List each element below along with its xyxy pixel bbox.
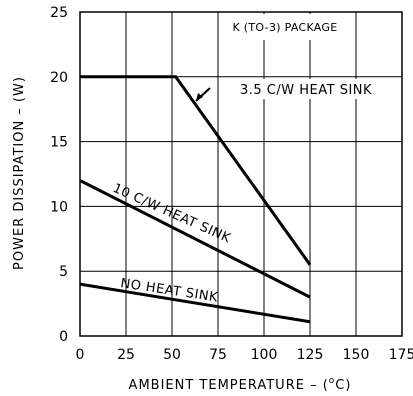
- x-tick-label: 50: [163, 347, 181, 363]
- series-label-3-5: 3.5 C/W HEAT SINK: [240, 83, 372, 98]
- x-tick-label: 100: [251, 347, 278, 363]
- series-line-1: [79, 179, 311, 299]
- x-tick-labels: 0 25 50 75 100 125 150 175: [76, 347, 413, 363]
- x-tick-label: 150: [343, 347, 370, 363]
- x-tick-label: 175: [389, 347, 413, 363]
- plot-border: [79, 11, 403, 337]
- y-axis-title: POWER DISSIPATION – (W): [12, 76, 27, 270]
- leader-arrowhead: [196, 93, 203, 101]
- x-tick-label: 125: [297, 347, 324, 363]
- y-tick-labels: 0 5 10 15 20 25: [50, 5, 68, 345]
- y-tick-label: 0: [59, 329, 68, 345]
- series-line-2: [79, 282, 311, 324]
- y-tick-label: 25: [50, 5, 68, 21]
- x-tick-label: 75: [209, 347, 227, 363]
- y-tick-label: 5: [59, 264, 68, 280]
- series-lines: [79, 75, 312, 324]
- annotation-box: [219, 14, 351, 40]
- x-axis-title: AMBIENT TEMPERATURE – (oC): [129, 376, 352, 393]
- y-tick-label: 15: [50, 135, 68, 151]
- series-line-0: [80, 75, 312, 266]
- series-label-none: NO HEAT SINK: [119, 276, 219, 305]
- plot-frame: [79, 11, 403, 337]
- y-tick-label: 10: [50, 199, 68, 215]
- label-bg-3-5: [232, 79, 398, 99]
- package-annotation: K (TO-3) PACKAGE: [232, 21, 337, 34]
- x-tick-label: 0: [76, 347, 85, 363]
- x-tick-label: 25: [117, 347, 135, 363]
- y-tick-label: 20: [50, 70, 68, 86]
